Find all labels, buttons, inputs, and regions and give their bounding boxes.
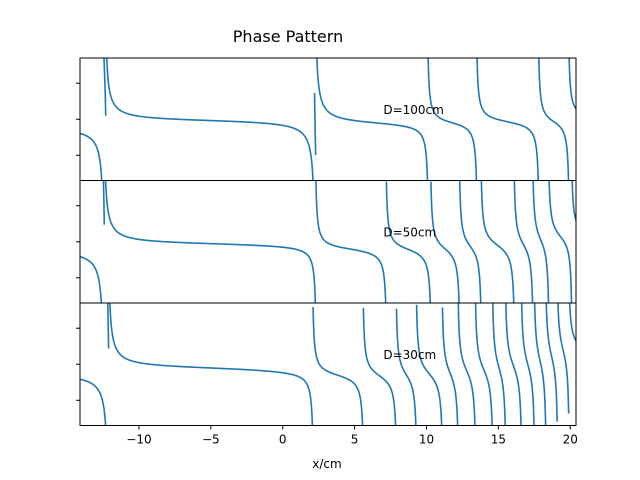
series-segment xyxy=(514,179,532,312)
x-tick-label: 20 xyxy=(563,433,578,447)
series-segment xyxy=(477,53,538,190)
series-segment xyxy=(539,56,569,188)
series-segment xyxy=(103,26,106,116)
series-segment xyxy=(386,181,430,318)
x-axis-label: x/cm xyxy=(312,457,341,471)
x-tick-label: 5 xyxy=(351,433,359,447)
x-tick-label: 15 xyxy=(491,433,506,447)
series-segment xyxy=(569,279,576,341)
series-segment xyxy=(533,175,548,306)
chart-title: Phase Pattern xyxy=(233,27,343,46)
series-segment xyxy=(493,302,506,434)
series-segment xyxy=(428,55,477,190)
series-segment xyxy=(316,181,386,319)
series-segment xyxy=(522,298,535,432)
panel-frame xyxy=(80,58,576,181)
series-segment xyxy=(572,167,576,220)
series-line-d-100cm xyxy=(80,23,576,217)
series-segment xyxy=(569,51,576,109)
series-segment xyxy=(506,297,521,434)
series-segment xyxy=(313,307,363,445)
x-tick-label: −5 xyxy=(202,433,220,447)
series-segment xyxy=(107,286,108,348)
panel-d-100cm: D=100cm xyxy=(76,23,576,217)
series-segment xyxy=(417,305,443,445)
panel-label: D=50cm xyxy=(383,226,436,240)
series-segment xyxy=(431,182,459,317)
x-tick-label: −10 xyxy=(126,433,151,447)
series-segment xyxy=(534,295,545,427)
series-segment xyxy=(103,163,104,225)
x-tick-label: 0 xyxy=(279,433,287,447)
series-segment xyxy=(396,309,416,442)
series-segment xyxy=(80,133,103,216)
series-segment xyxy=(105,144,316,314)
series-segment xyxy=(476,302,493,439)
series-segment xyxy=(80,257,103,339)
x-axis: −10 −5 0 5 10 15 20 xyxy=(126,426,578,447)
series-segment xyxy=(363,308,396,446)
panel-label: D=30cm xyxy=(383,348,436,362)
series-segment xyxy=(458,303,475,439)
series-segment xyxy=(106,31,314,217)
series-line-d-50cm xyxy=(80,144,576,339)
series-segment xyxy=(315,93,316,155)
series-segment xyxy=(481,176,514,316)
panel-label: D=100cm xyxy=(383,103,444,117)
series-segment xyxy=(109,267,313,440)
panel-d-50cm: D=50cm xyxy=(76,144,576,339)
x-tick-label: 10 xyxy=(419,433,434,447)
series-segment xyxy=(80,379,107,461)
series-segment xyxy=(557,285,568,413)
series-segment xyxy=(460,180,481,313)
series-segment xyxy=(549,168,572,302)
panels: D=100cm D=50cm D=30cm xyxy=(76,23,576,462)
series-segment xyxy=(546,290,557,421)
series-segment xyxy=(442,307,457,439)
